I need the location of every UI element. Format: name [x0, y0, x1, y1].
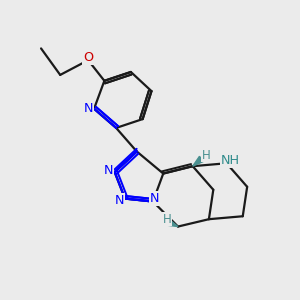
Polygon shape: [193, 156, 204, 166]
Text: O: O: [83, 51, 93, 64]
Text: N: N: [84, 102, 94, 115]
Text: N: N: [150, 192, 159, 205]
Text: H: H: [202, 148, 210, 161]
Text: N: N: [104, 164, 113, 177]
Text: N: N: [114, 194, 124, 207]
Text: H: H: [162, 213, 171, 226]
Polygon shape: [167, 219, 178, 226]
Text: NH: NH: [220, 154, 240, 167]
